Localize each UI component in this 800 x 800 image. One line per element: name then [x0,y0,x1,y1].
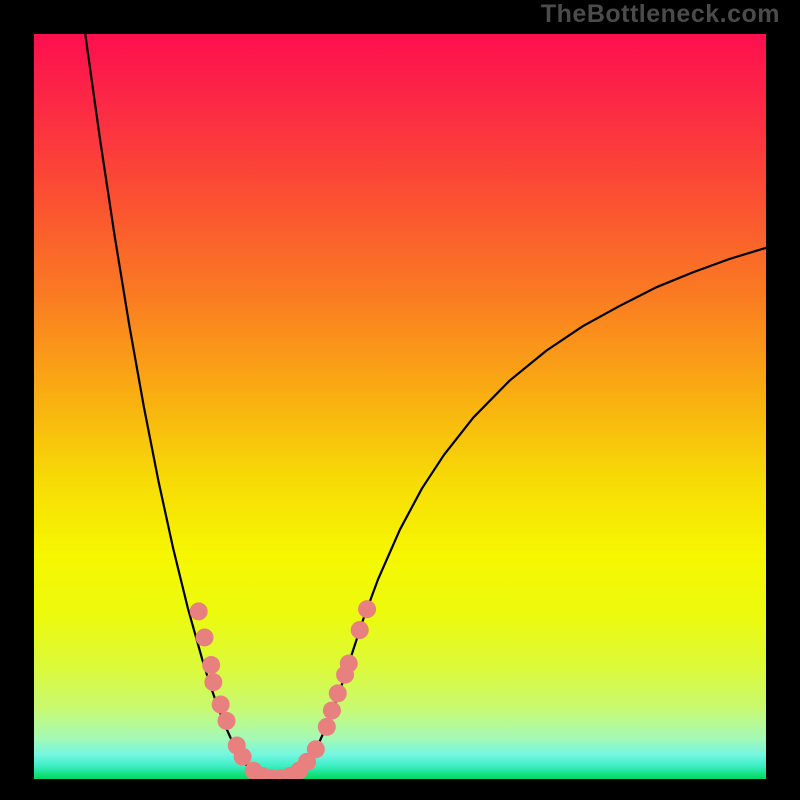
data-marker [329,684,347,702]
data-marker [218,712,236,730]
data-marker [212,696,230,714]
plot-area [34,34,766,779]
bottleneck-curve [85,34,766,779]
data-marker [202,656,220,674]
data-marker [204,673,222,691]
data-marker [307,740,325,758]
data-marker [234,748,252,766]
chart-svg [34,34,766,779]
data-marker [190,602,208,620]
data-marker [196,628,214,646]
data-marker [340,655,358,673]
data-marker [318,718,336,736]
data-marker [358,600,376,618]
chart-frame: TheBottleneck.com [0,0,800,800]
data-marker [351,621,369,639]
data-marker [323,701,341,719]
watermark-text: TheBottleneck.com [541,0,780,29]
